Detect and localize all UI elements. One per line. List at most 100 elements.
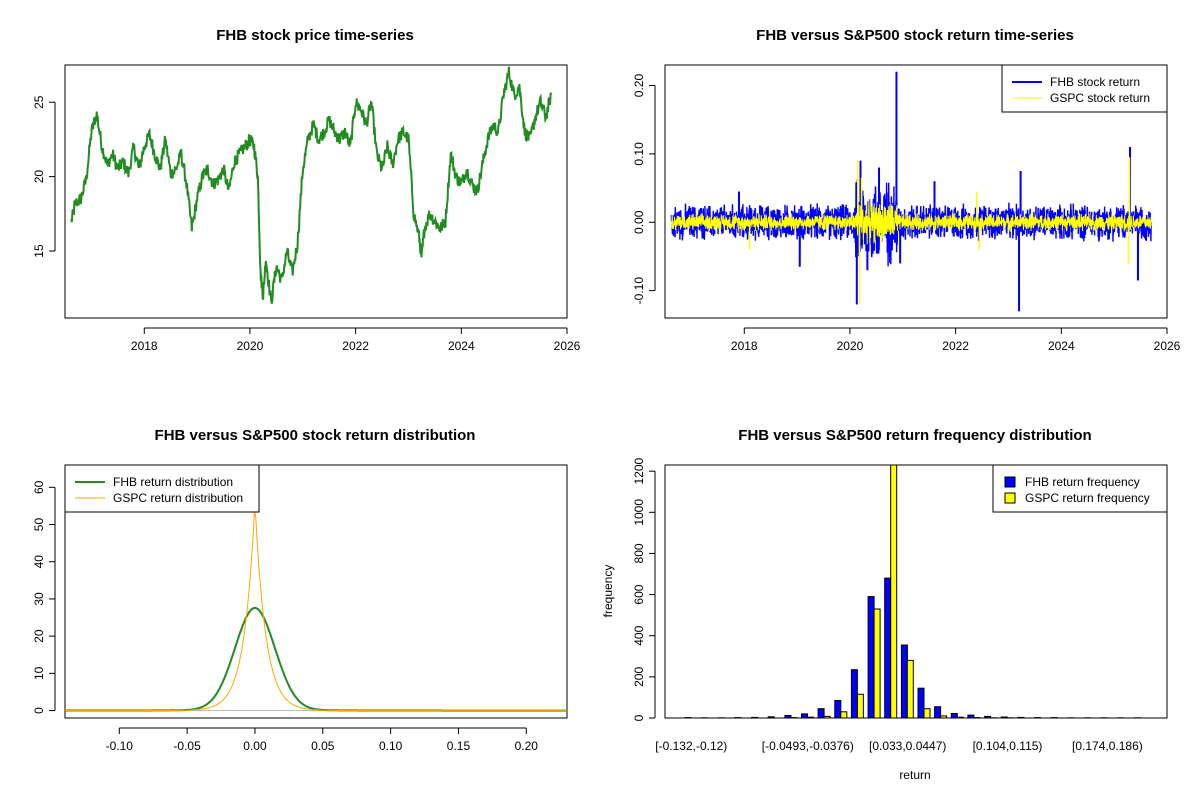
- price-x-tick-label: 2026: [554, 339, 581, 353]
- price-y-tick-label: 25: [32, 95, 46, 109]
- frequency-bar-fhb: [984, 715, 992, 718]
- return-x-tick-label: 2024: [1048, 339, 1075, 353]
- price-series-line: [70, 66, 553, 304]
- frequency-bar-gspc: [890, 465, 898, 718]
- frequency-legend-swatch-fhb: [1004, 476, 1016, 488]
- frequency-bar-gspc: [1006, 717, 1014, 718]
- density-x-tick-label: -0.10: [106, 739, 134, 753]
- frequency-y-tick-label: 400: [632, 625, 646, 645]
- price-chart: FHB stock price time-series 2018 2020 2022…: [32, 27, 581, 353]
- frequency-bar-fhb: [867, 596, 875, 718]
- density-y-tick-label: 50: [32, 518, 46, 532]
- frequency-bar-fhb: [1067, 717, 1075, 718]
- frequency-bar-gspc: [873, 608, 881, 718]
- frequency-chart-legend: FHB return frequency GSPC return frequen…: [992, 464, 1168, 513]
- frequency-bar-gspc: [956, 716, 964, 718]
- density-y-tick-label: 10: [32, 666, 46, 680]
- return-y-tick-label: 0.00: [632, 210, 646, 234]
- frequency-x-tick-label: [0.033,0.0447): [869, 739, 946, 753]
- frequency-bar-fhb: [900, 644, 908, 718]
- return-legend-label-gspc: GSPC stock return: [1050, 91, 1150, 105]
- frequency-bar-gspc: [973, 717, 981, 718]
- density-chart-legend: FHB return distribution GSPC return dist…: [64, 464, 260, 513]
- return-chart-frame: [664, 64, 1168, 319]
- return-chart-title: FHB versus S&P500 stock return time-seri…: [756, 27, 1074, 44]
- frequency-bar-fhb: [701, 717, 709, 718]
- return-x-tick-label: 2018: [731, 339, 758, 353]
- frequency-bar-fhb: [884, 577, 892, 718]
- frequency-chart: FHB versus S&P500 return frequency distr…: [601, 427, 1168, 782]
- frequency-y-tick-label: 800: [632, 543, 646, 563]
- density-y-tick-label: 0: [32, 707, 46, 714]
- frequency-bar-fhb: [784, 715, 792, 718]
- frequency-chart-marks: 0 200 400 600 800 1000 1200 [-0.132,-0.12) [-0.0…: [632, 458, 1147, 753]
- frequency-y-tick-label: 200: [632, 667, 646, 687]
- price-y-tick-label: 15: [32, 244, 46, 258]
- return-series-gspc-line: [670, 157, 1152, 305]
- frequency-bar-fhb: [934, 706, 942, 718]
- density-x-tick-label: 0.10: [379, 739, 403, 753]
- frequency-legend-swatch-gspc: [1004, 492, 1016, 504]
- frequency-bar-fhb: [751, 716, 759, 718]
- price-chart-frame: [64, 64, 568, 319]
- frequency-bar-fhb: [767, 716, 775, 718]
- price-chart-title: FHB stock price time-series: [216, 27, 414, 44]
- return-legend-box: [1001, 64, 1168, 113]
- frequency-bar-fhb: [950, 713, 958, 718]
- frequency-x-tick-label: [-0.132,-0.12): [655, 739, 727, 753]
- frequency-bar-gspc: [840, 711, 848, 718]
- frequency-bar-fhb: [801, 713, 808, 718]
- frequency-y-tick-label: 0: [632, 714, 646, 721]
- frequency-bar-fhb: [1117, 717, 1125, 718]
- density-x-tick-label: 0.05: [311, 739, 335, 753]
- price-x-tick-label: 2024: [448, 339, 475, 353]
- frequency-bar-fhb: [717, 717, 725, 718]
- price-x-tick-label: 2022: [342, 339, 369, 353]
- frequency-bar-fhb: [967, 714, 975, 718]
- density-legend-label-fhb: FHB return distribution: [113, 475, 233, 489]
- density-y-tick-label: 60: [32, 480, 46, 494]
- frequency-bar-fhb: [850, 669, 858, 718]
- frequency-bar-gspc: [823, 715, 831, 718]
- frequency-bar-gspc: [940, 715, 948, 718]
- return-chart-marks: 2018 2020 2022 2024 2026 -0.10 0.00 0.10 0.20: [632, 71, 1181, 353]
- frequency-y-axis-label: frequency: [601, 565, 615, 618]
- density-x-tick-label: 0.00: [243, 739, 267, 753]
- density-chart-marks: -0.10 -0.05 0.00 0.05 0.10 0.15 0.20 0 10 20 30 40 5…: [32, 480, 567, 753]
- price-chart-marks: 2018 2020 2022 2024 2026 15 20 25: [32, 66, 581, 353]
- density-chart-title: FHB versus S&P500 stock return distribut…: [155, 427, 476, 444]
- return-chart: FHB versus S&P500 stock return time-seri…: [632, 27, 1181, 353]
- frequency-bar-fhb: [1133, 717, 1141, 718]
- frequency-bar-fhb: [817, 708, 825, 718]
- density-y-tick-label: 40: [32, 555, 46, 569]
- density-x-tick-label: 0.15: [447, 739, 471, 753]
- frequency-bar-gspc: [906, 659, 914, 718]
- frequency-bar-gspc: [807, 716, 814, 718]
- frequency-legend-label-fhb: FHB return frequency: [1025, 475, 1140, 489]
- return-chart-legend: FHB stock return GSPC stock return: [1001, 64, 1168, 113]
- frequency-bars: [684, 465, 1147, 718]
- density-legend-box: [64, 464, 260, 513]
- return-x-tick-label: 2022: [942, 339, 969, 353]
- frequency-bar-fhb: [917, 687, 925, 718]
- frequency-bar-fhb: [834, 700, 842, 718]
- frequency-bar-fhb: [1083, 717, 1091, 718]
- return-legend-label-fhb: FHB stock return: [1050, 75, 1140, 89]
- density-series-gspc-line: [65, 510, 567, 712]
- density-y-tick-label: 30: [32, 592, 46, 606]
- frequency-legend-box: [992, 464, 1168, 513]
- return-x-tick-label: 2020: [837, 339, 864, 353]
- frequency-x-tick-label: [-0.0493,-0.0376): [762, 739, 854, 753]
- return-x-tick-label: 2026: [1154, 339, 1181, 353]
- price-x-tick-label: 2020: [237, 339, 264, 353]
- density-chart-frame: [64, 464, 568, 719]
- density-y-tick-label: 20: [32, 629, 46, 643]
- frequency-y-tick-label: 1200: [632, 458, 646, 485]
- frequency-bar-fhb: [1000, 716, 1008, 718]
- frequency-x-axis-label: return: [899, 768, 930, 782]
- return-y-tick-label: 0.10: [632, 142, 646, 166]
- frequency-bar-fhb: [1017, 716, 1025, 718]
- frequency-bar-gspc: [923, 708, 931, 718]
